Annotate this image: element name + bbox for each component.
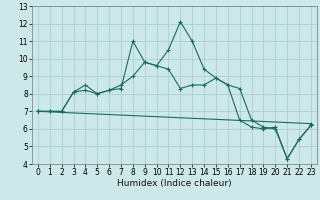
X-axis label: Humidex (Indice chaleur): Humidex (Indice chaleur)	[117, 179, 232, 188]
